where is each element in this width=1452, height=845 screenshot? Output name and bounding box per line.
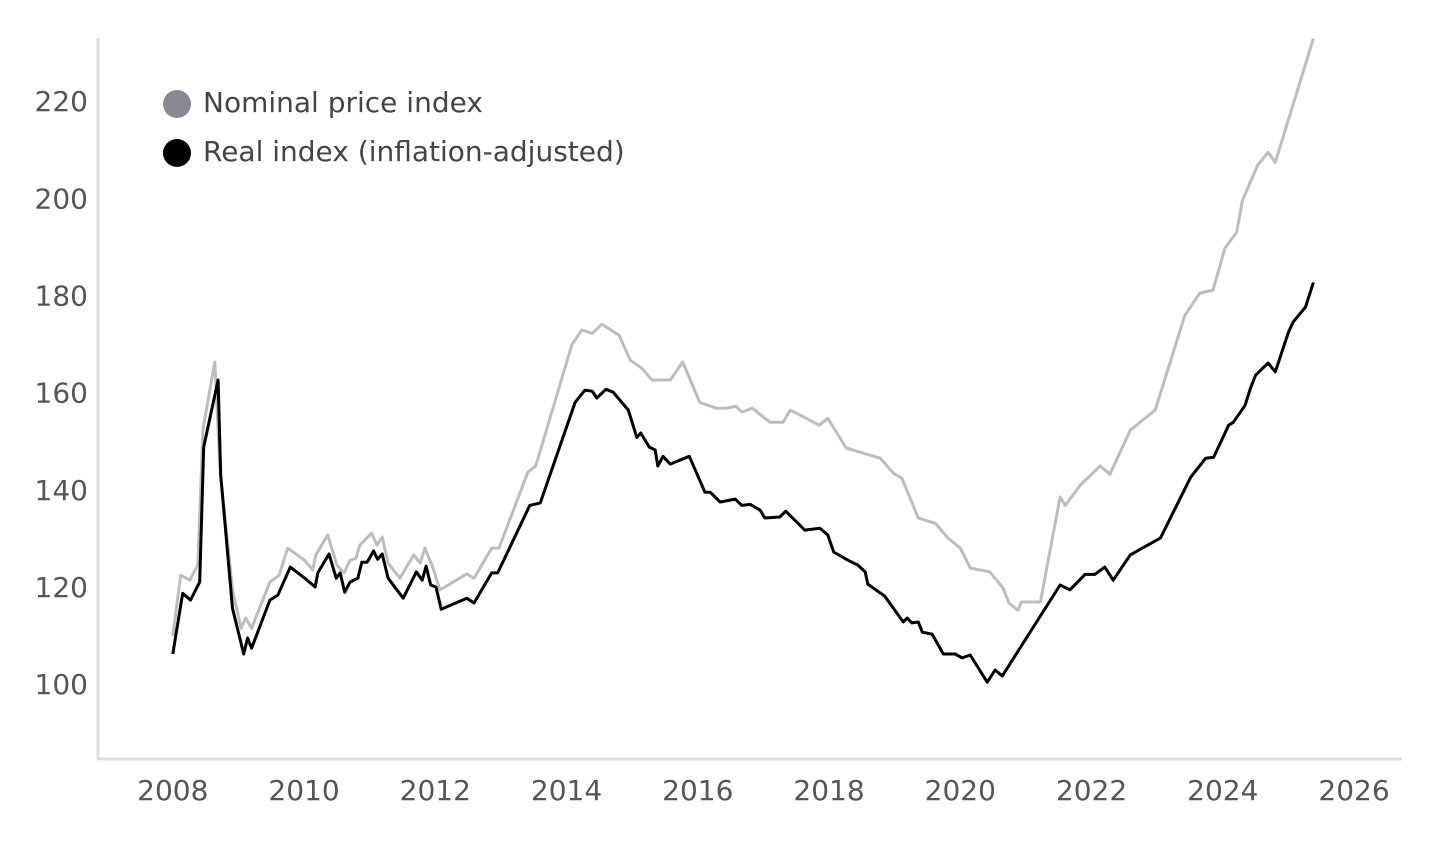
x-tick-label: 2022	[1056, 774, 1127, 807]
x-tick-label: 2012	[400, 774, 471, 807]
x-tick-label: 2008	[137, 774, 208, 807]
x-tick-label: 2024	[1187, 774, 1258, 807]
x-tick-label: 2020	[925, 774, 996, 807]
x-tick-label: 2014	[531, 774, 602, 807]
y-tick-label: 180	[35, 279, 88, 312]
legend-label: Real index (inflation-adjusted)	[203, 135, 625, 168]
x-tick-label: 2018	[793, 774, 864, 807]
y-tick-label: 100	[35, 668, 88, 701]
y-tick-label: 200	[35, 182, 88, 215]
x-tick-label: 2010	[268, 774, 339, 807]
series-line	[171, 281, 1315, 684]
legend-marker	[163, 90, 191, 118]
y-tick-label: 220	[35, 85, 88, 118]
y-tick-label: 140	[35, 474, 88, 507]
legend-label: Nominal price index	[203, 86, 483, 119]
y-tick-label: 160	[35, 377, 88, 410]
series-line	[171, 38, 1315, 637]
x-tick-label: 2026	[1318, 774, 1389, 807]
legend-marker	[163, 139, 191, 167]
x-tick-label: 2016	[662, 774, 733, 807]
y-tick-label: 120	[35, 571, 88, 604]
